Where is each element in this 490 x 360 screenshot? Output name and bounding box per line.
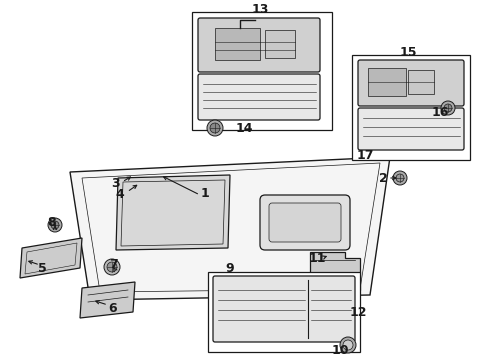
Text: 16: 16 — [431, 105, 449, 118]
Ellipse shape — [48, 218, 62, 232]
Text: 15: 15 — [399, 45, 417, 59]
Polygon shape — [116, 175, 230, 250]
Text: 6: 6 — [109, 302, 117, 315]
Polygon shape — [20, 238, 82, 278]
Bar — [215, 28, 260, 60]
FancyBboxPatch shape — [358, 60, 464, 106]
Text: 9: 9 — [226, 261, 234, 274]
Text: 12: 12 — [349, 306, 367, 319]
Ellipse shape — [207, 120, 223, 136]
Ellipse shape — [345, 298, 359, 312]
Ellipse shape — [396, 174, 404, 182]
Polygon shape — [70, 157, 390, 300]
Bar — [208, 272, 360, 352]
Bar — [352, 55, 470, 160]
FancyBboxPatch shape — [213, 276, 355, 342]
Polygon shape — [80, 282, 135, 318]
Ellipse shape — [104, 259, 120, 275]
Text: 8: 8 — [48, 216, 56, 229]
FancyBboxPatch shape — [198, 18, 320, 72]
Text: 4: 4 — [116, 188, 124, 201]
Bar — [265, 30, 295, 58]
Text: 1: 1 — [200, 186, 209, 199]
FancyBboxPatch shape — [269, 203, 341, 242]
Text: 7: 7 — [109, 257, 118, 270]
Text: 5: 5 — [38, 261, 47, 274]
Text: 2: 2 — [379, 171, 388, 185]
FancyBboxPatch shape — [260, 195, 350, 250]
Ellipse shape — [340, 337, 356, 353]
Bar — [368, 68, 406, 96]
FancyBboxPatch shape — [358, 108, 464, 150]
Bar — [192, 12, 332, 130]
Text: 10: 10 — [331, 343, 349, 356]
Ellipse shape — [210, 123, 220, 133]
Ellipse shape — [348, 301, 356, 309]
Text: 14: 14 — [235, 122, 253, 135]
Ellipse shape — [51, 221, 59, 229]
Ellipse shape — [441, 101, 455, 115]
Text: 3: 3 — [111, 176, 119, 189]
Ellipse shape — [444, 104, 452, 112]
Ellipse shape — [107, 262, 117, 272]
Polygon shape — [310, 252, 360, 290]
Ellipse shape — [343, 340, 353, 350]
Polygon shape — [200, 22, 318, 68]
Text: 17: 17 — [356, 149, 374, 162]
Text: 11: 11 — [308, 252, 326, 265]
Text: 13: 13 — [251, 3, 269, 15]
Bar — [408, 70, 434, 94]
FancyBboxPatch shape — [198, 74, 320, 120]
Ellipse shape — [393, 171, 407, 185]
